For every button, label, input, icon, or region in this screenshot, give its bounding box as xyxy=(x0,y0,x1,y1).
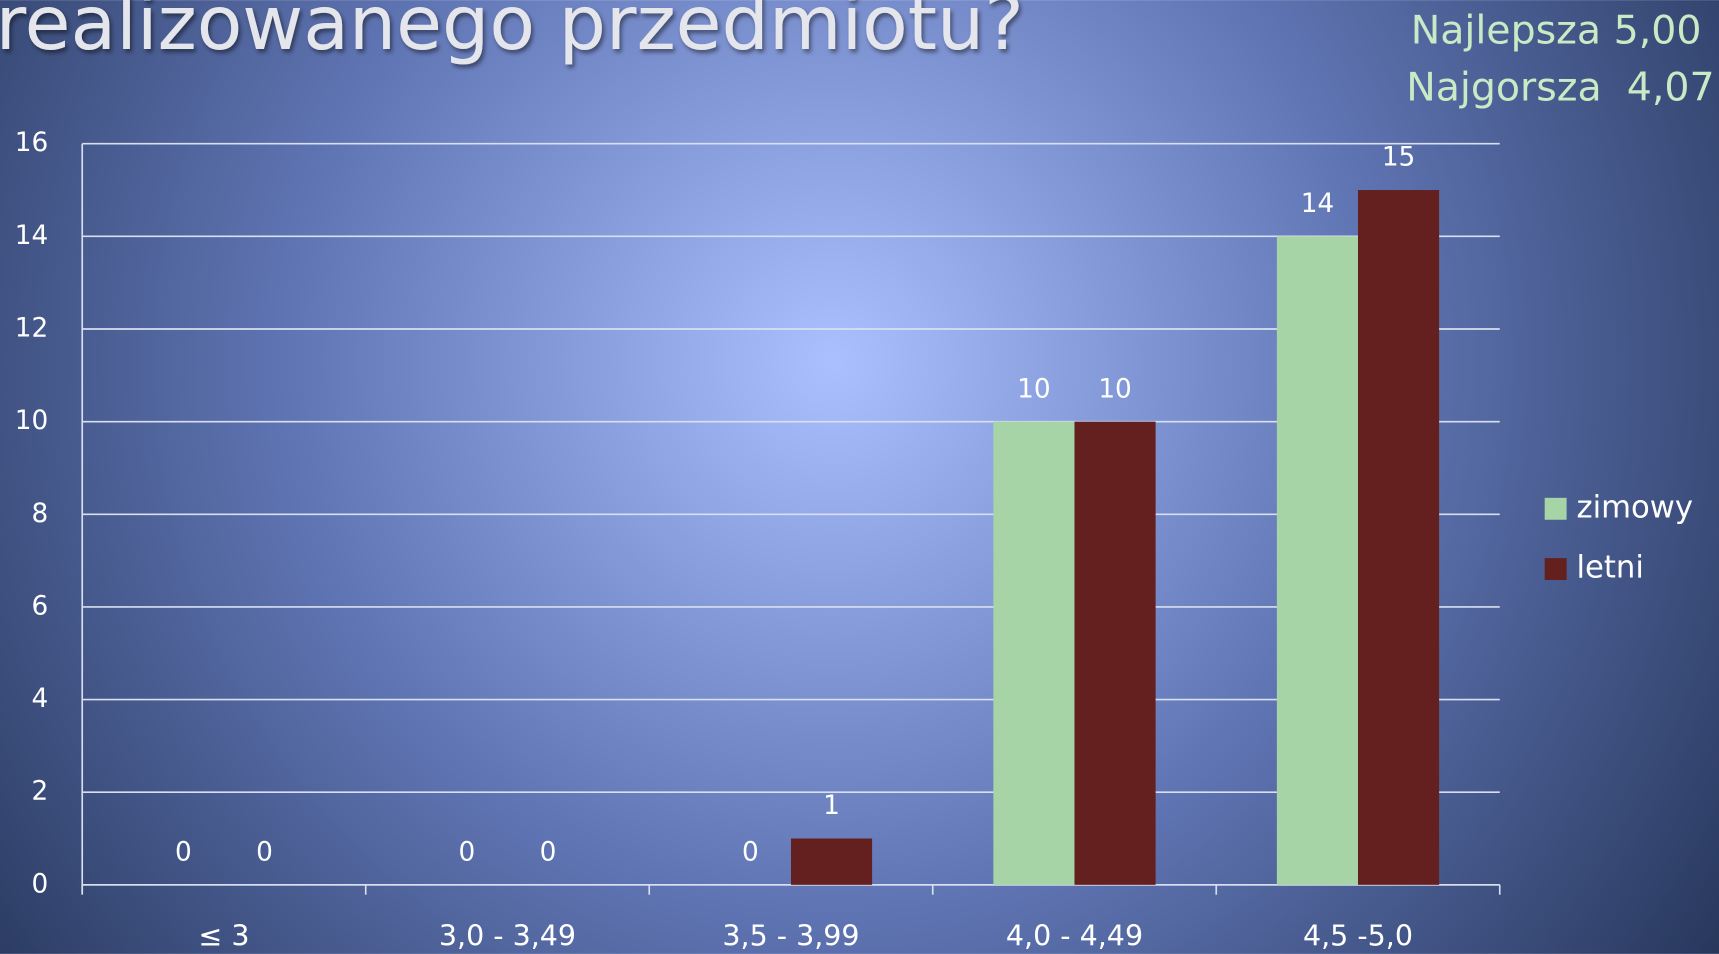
y-tick-label: 12 xyxy=(15,313,48,343)
legend-swatch xyxy=(1544,558,1567,581)
data-label: 0 xyxy=(540,838,557,868)
bar xyxy=(1074,421,1156,885)
data-label: 0 xyxy=(459,838,476,868)
data-label: 15 xyxy=(1382,143,1415,173)
legend-swatch xyxy=(1544,497,1567,520)
bar xyxy=(1276,236,1358,885)
data-label: 1 xyxy=(823,791,840,821)
annotation: Najlepsza 5,00 xyxy=(1411,7,1702,53)
data-label: 14 xyxy=(1301,189,1334,219)
y-tick-label: 6 xyxy=(32,591,49,621)
x-tick-label: 3,0 - 3,49 xyxy=(439,919,576,952)
y-tick-label: 0 xyxy=(32,869,49,899)
y-tick-label: 4 xyxy=(32,684,49,714)
x-tick-label: 3,5 - 3,99 xyxy=(722,919,859,952)
bar xyxy=(1357,190,1440,885)
x-tick-label: 4,5 -5,0 xyxy=(1303,919,1413,952)
data-label: 0 xyxy=(742,838,759,868)
chart-title: realizowanego przedmiotu? xyxy=(0,0,1024,67)
data-label: 0 xyxy=(175,838,192,868)
x-tick-label: 4,0 - 4,49 xyxy=(1006,919,1143,952)
y-tick-label: 2 xyxy=(32,777,49,807)
bar xyxy=(993,421,1075,885)
y-tick-label: 16 xyxy=(15,128,48,158)
legend-label: letni xyxy=(1576,551,1643,586)
bar xyxy=(790,838,873,885)
y-tick-label: 8 xyxy=(32,499,49,529)
legend-label: zimowy xyxy=(1576,490,1693,525)
data-label: 10 xyxy=(1098,374,1131,404)
y-tick-label: 14 xyxy=(15,221,48,251)
data-label: 10 xyxy=(1017,374,1050,404)
data-label: 0 xyxy=(256,838,273,868)
x-tick-label: ≤ 3 xyxy=(198,919,249,952)
y-tick-label: 10 xyxy=(15,406,48,436)
annotation: Najgorsza 4,07 xyxy=(1406,65,1714,111)
